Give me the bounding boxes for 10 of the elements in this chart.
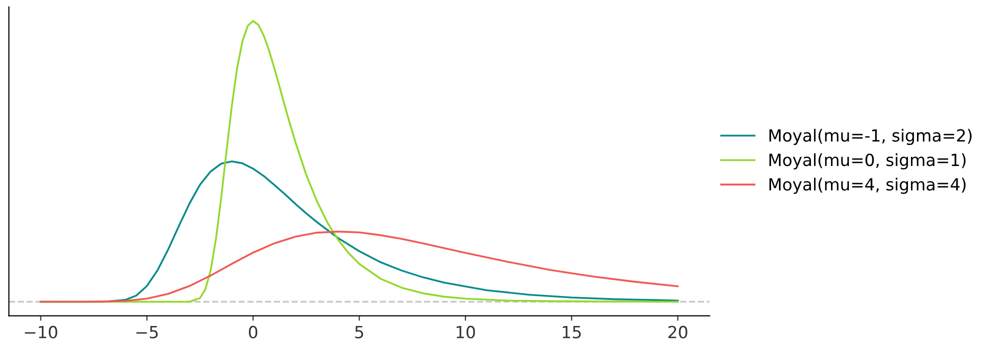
legend-label: Moyal(mu=-1, sigma=2) — [769, 128, 972, 145]
x-tick-label: 10 — [456, 326, 475, 338]
x-tick-label: 0 — [248, 326, 258, 338]
x-tick-label: 5 — [355, 326, 364, 338]
legend-label: Moyal(mu=4, sigma=4) — [769, 178, 966, 194]
x-tick-label: −10 — [24, 326, 58, 338]
x-tick-label: 15 — [562, 326, 581, 338]
x-tick-label: 20 — [668, 326, 688, 338]
legend-label: Moyal(mu=0, sigma=1) — [769, 153, 966, 170]
x-tick-label: −5 — [136, 326, 158, 338]
